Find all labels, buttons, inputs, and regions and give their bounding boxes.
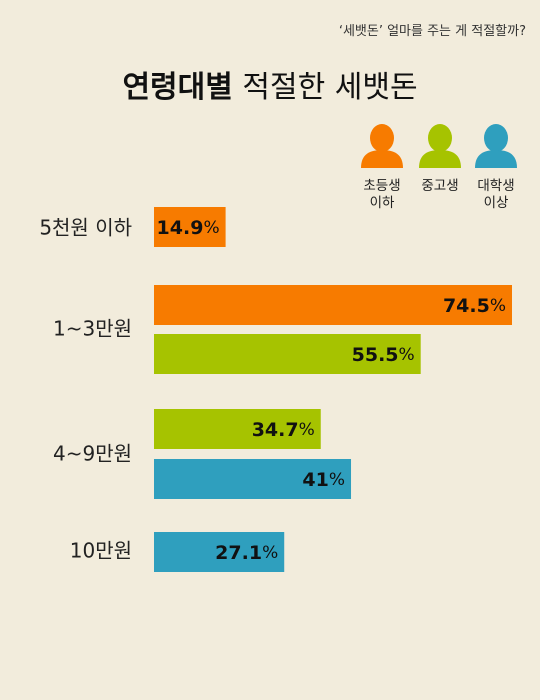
chart-title-bold: 연령대별	[122, 70, 233, 105]
data-label: 74.5%	[443, 295, 506, 317]
legend-label-line2: 이하	[369, 195, 395, 211]
category-label: 5천원 이하	[39, 216, 132, 240]
legend-item-elementary: 초등생 이하	[357, 124, 407, 212]
legend-item-college: 대학생 이상	[471, 124, 521, 212]
data-label: 34.7%	[252, 419, 315, 441]
data-label: 55.5%	[352, 344, 415, 366]
legend-label-line1: 초등생	[363, 178, 401, 194]
data-label: 27.1%	[215, 542, 278, 564]
category-label: 1~3만원	[53, 317, 132, 341]
person-icon	[361, 124, 403, 168]
bar	[154, 459, 352, 499]
chart-title: 연령대별 적절한 세뱃돈	[0, 62, 540, 106]
data-label: 14.9%	[157, 217, 220, 239]
legend-item-middle-high: 중고생	[415, 124, 465, 195]
bar	[154, 409, 321, 449]
person-icon	[419, 124, 461, 168]
category-label: 10만원	[70, 539, 132, 563]
chart-title-rest: 적절한 세뱃돈	[242, 70, 418, 105]
legend-label-line2: 이상	[483, 195, 509, 211]
bar	[154, 334, 421, 374]
category-label: 4~9만원	[53, 442, 132, 466]
bar	[154, 285, 512, 325]
legend-label-line1: 대학생	[477, 178, 515, 194]
bar	[154, 207, 226, 247]
bar	[154, 532, 285, 572]
legend-label-line1: 중고생	[421, 178, 459, 194]
chart-subtitle: ‘세뱃돈’ 얼마를 주는 게 적절할까?	[338, 24, 526, 39]
data-label: 41%	[302, 469, 345, 491]
person-icon	[475, 124, 517, 168]
